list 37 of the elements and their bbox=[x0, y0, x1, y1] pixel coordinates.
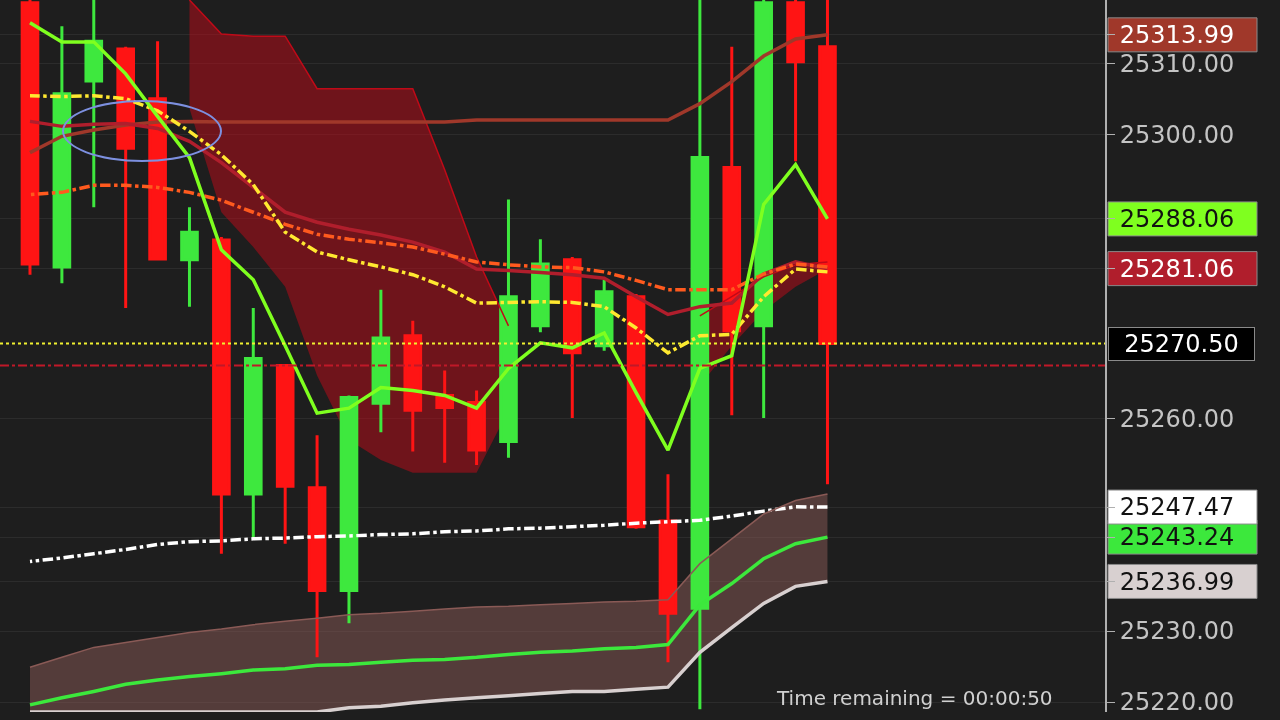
candlestick bbox=[20, 0, 40, 275]
y-tick-label: 25236.99 bbox=[1119, 567, 1235, 596]
candlestick bbox=[275, 364, 295, 544]
candlestick bbox=[52, 26, 72, 284]
candlestick bbox=[435, 370, 454, 463]
candlestick bbox=[403, 320, 423, 452]
line-series bbox=[28, 119, 830, 317]
ref-line-label: 25270.50 bbox=[1124, 330, 1239, 358]
candlestick bbox=[722, 46, 742, 416]
candlestick bbox=[562, 256, 582, 419]
candlestick bbox=[754, 0, 773, 419]
y-tick-label: 25310.00 bbox=[1119, 49, 1235, 78]
line-series bbox=[28, 33, 830, 155]
annotation: Time remaining = 00:00:50 bbox=[776, 686, 1053, 710]
line-series bbox=[28, 579, 830, 712]
y-tick-label: 25220.00 bbox=[1119, 688, 1235, 717]
line-series bbox=[28, 20, 830, 452]
y-tick-label: 25313.99 bbox=[1119, 21, 1235, 50]
candlestick bbox=[786, 0, 805, 162]
y-tick-label: 25247.47 bbox=[1119, 493, 1235, 522]
y-tick-label: 25230.00 bbox=[1119, 617, 1235, 646]
candlestick bbox=[243, 308, 263, 539]
line-series bbox=[29, 493, 829, 669]
candlestick bbox=[212, 237, 231, 554]
candlestick bbox=[658, 474, 678, 663]
y-tick-label: 25288.06 bbox=[1119, 205, 1235, 234]
candlestick bbox=[467, 390, 486, 465]
y-tick-label: 25300.00 bbox=[1119, 120, 1235, 149]
y-tick-label: 25243.24 bbox=[1119, 523, 1235, 552]
y-tick-label: 25281.06 bbox=[1119, 255, 1235, 284]
candlestick bbox=[180, 207, 199, 307]
candlestick bbox=[307, 435, 327, 658]
candlestick bbox=[499, 199, 518, 458]
candlestick bbox=[818, 0, 837, 485]
y-tick-label: 25260.00 bbox=[1119, 404, 1235, 433]
candlestick bbox=[371, 289, 391, 433]
candlestick bbox=[339, 395, 359, 624]
